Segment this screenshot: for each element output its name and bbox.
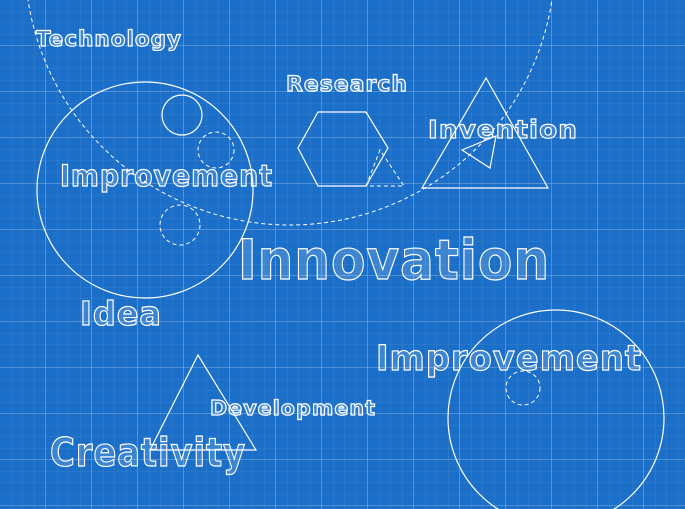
- word: Creativity: [50, 431, 246, 476]
- dashed-circle: [159, 204, 201, 246]
- word: Development: [210, 396, 376, 420]
- dashed-arc: [27, 0, 553, 226]
- circle: [447, 309, 665, 509]
- words: Technology Research Invention Improvemen…: [35, 26, 642, 476]
- dashed-circle: [197, 131, 235, 169]
- word: Invention: [428, 115, 578, 144]
- word: Improvement: [60, 159, 273, 193]
- small-circle: [161, 94, 203, 136]
- word: Technology: [36, 27, 182, 51]
- word: Improvement: [376, 339, 642, 379]
- word: Idea: [80, 294, 162, 333]
- word: Innovation: [238, 228, 550, 292]
- small-triangle: [460, 135, 497, 169]
- dashed-circle: [505, 370, 541, 406]
- word: Research: [286, 72, 408, 96]
- triangle: [149, 353, 258, 451]
- shapes: [27, 0, 665, 509]
- dashed-triangle: [365, 148, 405, 187]
- circle: [36, 81, 254, 299]
